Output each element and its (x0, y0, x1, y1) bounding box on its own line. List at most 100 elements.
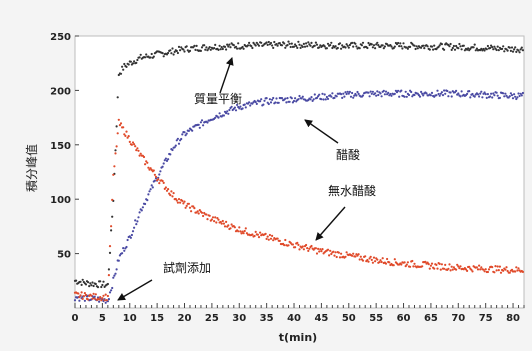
data-point (81, 297, 84, 300)
data-point (211, 216, 215, 219)
data-point (305, 42, 308, 45)
data-point (478, 264, 481, 267)
data-point (440, 263, 443, 266)
data-point (425, 92, 428, 95)
data-point (367, 41, 370, 45)
data-point (104, 301, 107, 304)
data-point (119, 122, 123, 125)
data-point (114, 149, 117, 152)
data-point (244, 227, 247, 230)
data-point (345, 251, 348, 254)
data-point (489, 95, 492, 98)
data-point (449, 42, 452, 46)
data-point (313, 93, 316, 96)
data-point (232, 44, 235, 47)
data-point (171, 195, 174, 198)
data-point (315, 96, 319, 99)
data-point (254, 44, 257, 47)
data-point (187, 129, 190, 132)
data-point (115, 268, 118, 271)
data-point (269, 237, 273, 240)
data-point (485, 96, 488, 99)
data-point (106, 294, 109, 298)
data-point (486, 270, 489, 274)
data-point (403, 261, 406, 264)
data-point (254, 230, 257, 233)
data-point (84, 293, 88, 297)
data-point (301, 245, 304, 248)
data-point (269, 41, 273, 45)
data-point (136, 58, 139, 62)
data-point (285, 101, 288, 104)
data-point (470, 268, 473, 271)
data-point (471, 92, 474, 96)
data-point (104, 293, 107, 296)
data-point (323, 45, 326, 48)
data-point (164, 157, 167, 160)
data-point (296, 46, 299, 50)
data-point (233, 226, 236, 229)
data-point (99, 280, 102, 283)
data-point (506, 49, 509, 52)
data-point (219, 220, 222, 224)
data-point (91, 281, 94, 284)
data-point (451, 46, 454, 50)
data-point (236, 47, 239, 50)
data-point (381, 44, 384, 47)
data-point (418, 95, 422, 98)
data-point (208, 46, 211, 49)
data-point (118, 124, 121, 127)
data-point (374, 260, 377, 263)
data-point (100, 299, 103, 302)
data-point (515, 50, 518, 54)
data-point (267, 102, 270, 106)
data-point (344, 255, 347, 258)
data-point (421, 265, 424, 268)
series-acetic-acid (73, 89, 525, 304)
data-point (264, 232, 267, 235)
data-point (474, 49, 477, 52)
data-point (290, 97, 293, 100)
data-point (184, 206, 187, 209)
data-point (108, 251, 112, 254)
annotation-label: 質量平衡 (194, 91, 242, 106)
data-point (233, 106, 236, 109)
data-point (255, 102, 258, 105)
data-point (151, 186, 154, 189)
data-point (469, 96, 472, 99)
data-point (371, 46, 374, 49)
data-point (484, 268, 487, 271)
data-point (447, 95, 450, 98)
data-point (492, 48, 495, 51)
data-point (121, 252, 124, 255)
data-point (420, 46, 423, 49)
data-point (511, 97, 515, 100)
data-point (200, 46, 204, 49)
data-point (263, 99, 266, 102)
data-point (198, 209, 201, 212)
data-point (162, 162, 165, 165)
data-point (486, 44, 489, 48)
data-point (144, 202, 147, 206)
data-point (125, 245, 128, 249)
data-point (237, 42, 240, 45)
data-point (505, 266, 508, 269)
data-point (496, 265, 499, 268)
data-point (490, 92, 493, 95)
data-point (227, 112, 230, 115)
data-point (325, 95, 328, 99)
data-point (173, 50, 176, 54)
data-point (366, 46, 369, 50)
y-tick-label: 100 (50, 195, 71, 206)
data-point (237, 230, 240, 233)
data-point (420, 90, 423, 93)
data-point (130, 233, 133, 237)
data-point (297, 243, 300, 246)
data-point (246, 44, 250, 47)
data-point (205, 213, 208, 216)
data-point (185, 132, 188, 135)
data-point (114, 152, 117, 155)
data-point (93, 295, 96, 298)
plot-area (74, 35, 525, 309)
x-tick-label: 20 (178, 313, 192, 324)
